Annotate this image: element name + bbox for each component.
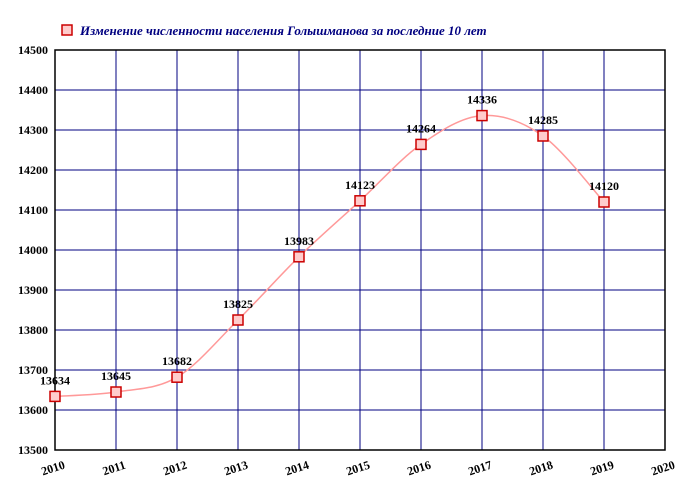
legend-label: Изменение численности населения Голышман… [79,23,487,38]
series-line [55,115,604,396]
series-marker [538,131,548,141]
legend: Изменение численности населения Голышман… [62,23,487,38]
x-tick-label: 2010 [39,458,66,479]
x-axis-labels: 2010 2011 2012 2013 2014 2015 2016 2017 2018 2019… [39,458,676,479]
y-tick-label: 13800 [18,323,48,337]
grid [55,50,665,450]
data-label: 13983 [284,234,314,248]
x-tick-label: 2017 [466,458,493,479]
chart-svg: 2010 2011 2012 2013 2014 2015 2016 2017 2018 2019… [0,0,680,500]
x-tick-label: 2014 [283,458,310,479]
x-tick-label: 2019 [588,458,615,479]
data-label: 13682 [162,354,192,368]
data-label: 14120 [589,179,619,193]
series-marker [172,372,182,382]
x-tick-label: 2018 [527,458,554,479]
series-marker [355,196,365,206]
data-label: 14123 [345,178,375,192]
legend-marker-icon [62,25,72,35]
y-tick-label: 14500 [18,43,48,57]
y-tick-label: 14300 [18,123,48,137]
x-tick-label: 2013 [222,458,249,479]
y-tick-label: 14100 [18,203,48,217]
x-tick-label: 2020 [649,458,676,479]
series-marker [477,111,487,121]
x-tick-label: 2012 [161,458,188,479]
y-tick-label: 14000 [18,243,48,257]
y-tick-label: 13600 [18,403,48,417]
data-label: 14285 [528,113,558,127]
series-marker [50,391,60,401]
x-tick-label: 2011 [101,458,128,479]
data-label: 13825 [223,297,253,311]
y-tick-label: 13900 [18,283,48,297]
x-tick-label: 2015 [344,458,371,479]
chart-container: 2010 2011 2012 2013 2014 2015 2016 2017 2018 2019… [0,0,680,500]
series-marker [416,139,426,149]
y-tick-label: 13500 [18,443,48,457]
data-label: 13645 [101,369,131,383]
y-tick-label: 14400 [18,83,48,97]
data-label: 14336 [467,93,497,107]
series-marker [111,387,121,397]
y-axis-labels: 1350013600137001380013900140001410014200… [18,43,48,457]
y-tick-label: 14200 [18,163,48,177]
data-label: 14264 [406,121,436,135]
series-marker [233,315,243,325]
series: 13634 13645 13682 13825 13983 14123 14264 14336… [40,93,619,402]
series-marker [294,252,304,262]
data-label: 13634 [40,373,70,387]
x-tick-label: 2016 [405,458,432,479]
series-marker [599,197,609,207]
